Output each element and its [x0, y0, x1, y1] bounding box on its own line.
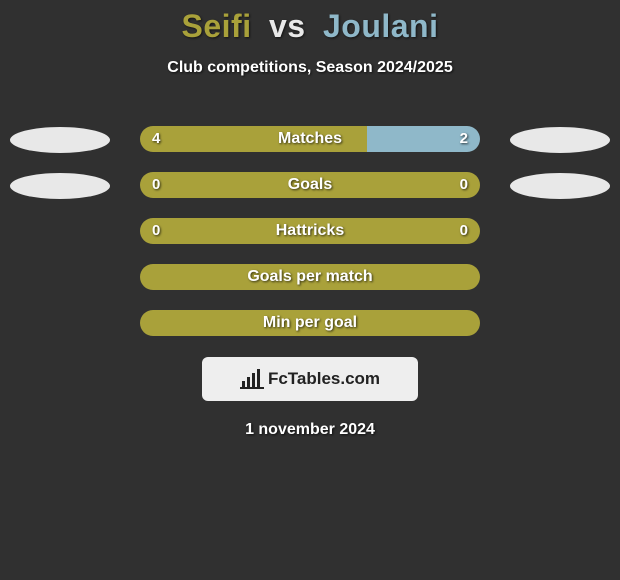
bar-segment-full — [140, 172, 480, 198]
stat-value-right: 0 — [460, 172, 468, 198]
stat-value-left: 0 — [152, 172, 160, 198]
stat-row: Min per goal — [0, 305, 620, 351]
comparison-card: Seifi vs Joulani Club competitions, Seas… — [0, 0, 620, 439]
stat-row: 00Hattricks — [0, 213, 620, 259]
player1-ellipse-icon — [10, 127, 110, 153]
player1-ellipse-icon — [10, 173, 110, 199]
date-label: 1 november 2024 — [0, 421, 620, 439]
player2-ellipse-icon — [510, 173, 610, 199]
badge-text: FcTables.com — [268, 369, 380, 389]
stat-bar: Min per goal — [140, 310, 480, 336]
player2-ellipse-icon — [510, 127, 610, 153]
stat-row: 00Goals — [0, 167, 620, 213]
stat-bar: 42Matches — [140, 126, 480, 152]
stat-bar: 00Goals — [140, 172, 480, 198]
stat-rows: 42Matches00Goals00HattricksGoals per mat… — [0, 121, 620, 351]
title-player1: Seifi — [182, 8, 252, 44]
subtitle: Club competitions, Season 2024/2025 — [0, 59, 620, 77]
badge-inner: FcTables.com — [240, 369, 380, 389]
stat-bar: 00Hattricks — [140, 218, 480, 244]
stat-row: Goals per match — [0, 259, 620, 305]
source-badge[interactable]: FcTables.com — [202, 357, 418, 401]
stat-value-left: 0 — [152, 218, 160, 244]
stat-value-left: 4 — [152, 126, 160, 152]
bar-segment-full — [140, 310, 480, 336]
stat-row: 42Matches — [0, 121, 620, 167]
stat-value-right: 0 — [460, 218, 468, 244]
title-vs: vs — [269, 8, 306, 44]
stat-bar: Goals per match — [140, 264, 480, 290]
bar-segment-full — [140, 218, 480, 244]
title-player2: Joulani — [323, 8, 439, 44]
bar-segment-left — [140, 126, 367, 152]
page-title: Seifi vs Joulani — [0, 8, 620, 45]
stat-value-right: 2 — [460, 126, 468, 152]
bar-segment-full — [140, 264, 480, 290]
barchart-icon — [240, 369, 264, 389]
